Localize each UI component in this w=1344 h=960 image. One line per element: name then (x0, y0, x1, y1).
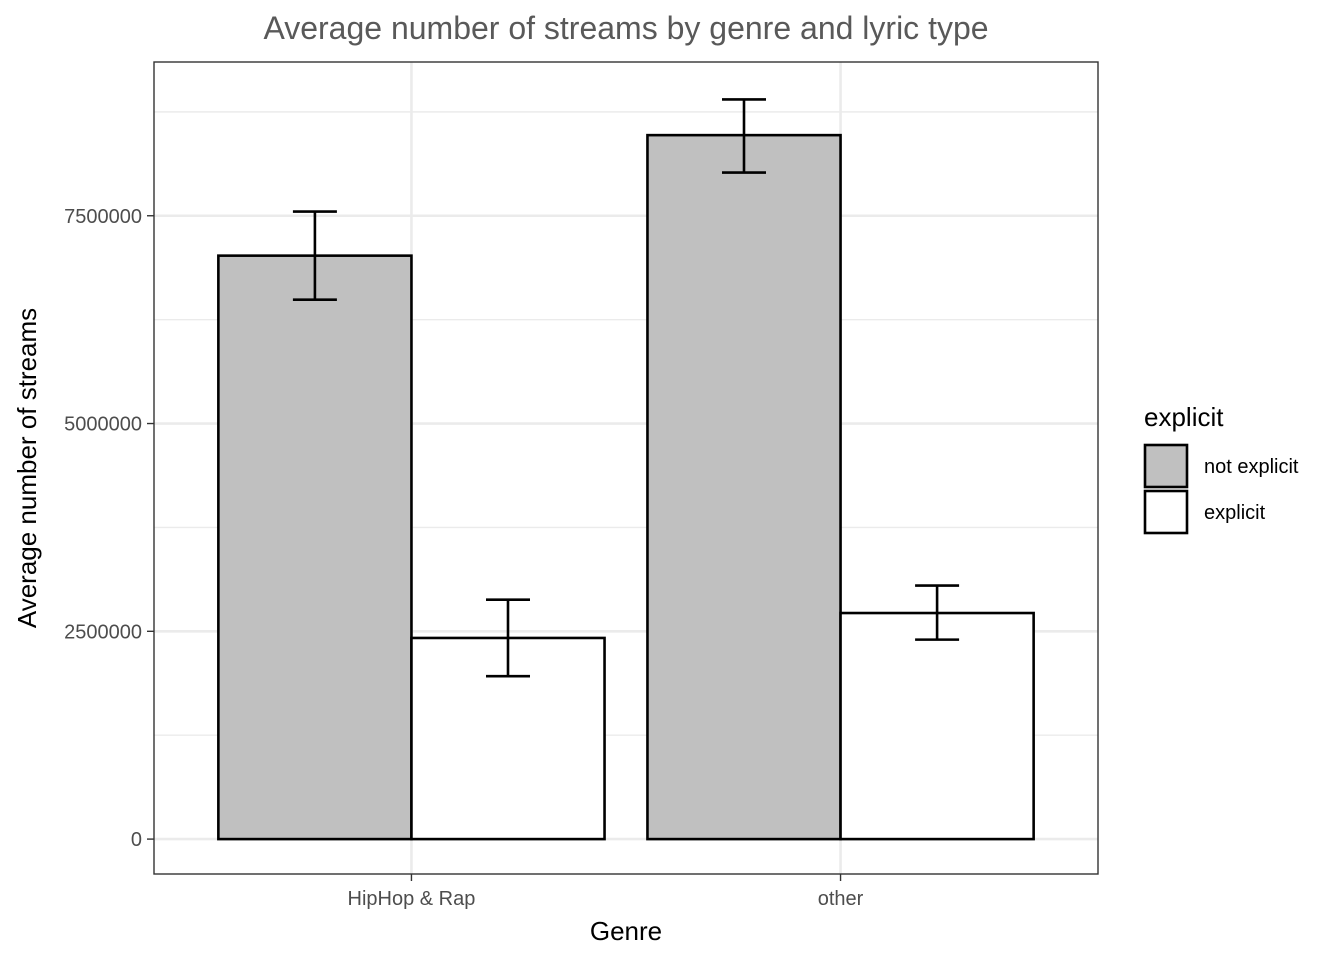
bar (646, 133, 842, 841)
legend: explicit not explicit explicit (1143, 402, 1299, 535)
y-axis-title: Average number of streams (12, 308, 42, 628)
x-axis-title: Genre (590, 916, 662, 946)
error-bars (292, 98, 960, 678)
y-tick-label: 5000000 (64, 414, 142, 436)
x-tick-label: other (818, 888, 864, 910)
legend-label: not explicit (1204, 456, 1299, 478)
x-tick-label: HipHop & Rap (348, 888, 476, 910)
x-axis: HipHop & Rap other (348, 874, 864, 910)
legend-label: explicit (1204, 502, 1266, 524)
y-axis: 0 2500000 5000000 7500000 (64, 206, 154, 851)
y-tick-label: 7500000 (64, 206, 142, 228)
chart-title: Average number of streams by genre and l… (263, 10, 988, 46)
bar (217, 254, 413, 841)
plot-border (153, 61, 1099, 875)
legend-key (1143, 443, 1189, 489)
y-tick-label: 0 (131, 829, 142, 851)
y-tick-label: 2500000 (64, 621, 142, 643)
legend-items: not explicit explicit (1143, 443, 1299, 535)
bars (217, 133, 1035, 841)
legend-key (1143, 489, 1189, 535)
legend-title: explicit (1144, 402, 1224, 432)
bar (839, 611, 1035, 841)
